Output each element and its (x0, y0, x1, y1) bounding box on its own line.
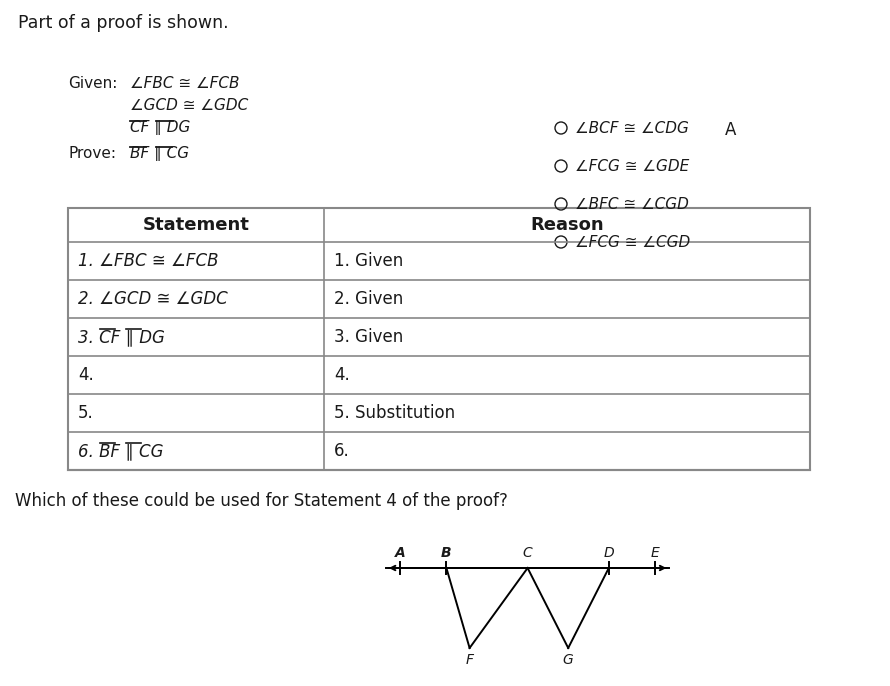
Text: ∠BCF ≅ ∠CDG: ∠BCF ≅ ∠CDG (575, 121, 689, 136)
Text: Part of a proof is shown.: Part of a proof is shown. (18, 14, 229, 32)
Text: BF ∥ CG: BF ∥ CG (130, 146, 190, 161)
Text: 2. Given: 2. Given (334, 290, 403, 308)
Text: ∠FBC ≅ ∠FCB: ∠FBC ≅ ∠FCB (130, 76, 239, 91)
Text: 5. Substitution: 5. Substitution (334, 404, 455, 422)
Text: E: E (651, 546, 659, 560)
Text: 6. BF ∥ CG: 6. BF ∥ CG (78, 442, 164, 460)
Text: CF ∥ DG: CF ∥ DG (130, 120, 190, 135)
Text: 4.: 4. (78, 366, 93, 384)
Text: Reason: Reason (530, 216, 603, 234)
Text: Prove:: Prove: (68, 146, 116, 161)
Text: B: B (441, 546, 452, 560)
Text: ∠FCG ≅ ∠CGD: ∠FCG ≅ ∠CGD (575, 235, 691, 250)
Text: 1. Given: 1. Given (334, 252, 403, 270)
Text: 6.: 6. (334, 442, 350, 460)
Text: ∠GCD ≅ ∠GDC: ∠GCD ≅ ∠GDC (130, 98, 248, 113)
Text: ∠BFC ≅ ∠CGD: ∠BFC ≅ ∠CGD (575, 197, 689, 212)
Text: C: C (522, 546, 532, 560)
Text: F: F (465, 653, 473, 667)
Text: Statement: Statement (142, 216, 249, 234)
Bar (68, 208, 810, 470)
Text: A: A (394, 546, 405, 560)
Text: 5.: 5. (78, 404, 93, 422)
Text: Which of these could be used for Statement 4 of the proof?: Which of these could be used for Stateme… (15, 492, 508, 510)
Text: Given:: Given: (68, 76, 117, 91)
Text: ∠FCG ≅ ∠GDE: ∠FCG ≅ ∠GDE (575, 159, 689, 174)
Text: 3. CF ∥ DG: 3. CF ∥ DG (78, 328, 165, 346)
Text: G: G (562, 653, 573, 667)
Text: 2. ∠GCD ≅ ∠GDC: 2. ∠GCD ≅ ∠GDC (78, 290, 228, 308)
Text: A: A (725, 121, 736, 139)
Text: 4.: 4. (334, 366, 350, 384)
Text: 3. Given: 3. Given (334, 328, 403, 346)
Text: D: D (603, 546, 614, 560)
Text: 1. ∠FBC ≅ ∠FCB: 1. ∠FBC ≅ ∠FCB (78, 252, 219, 270)
